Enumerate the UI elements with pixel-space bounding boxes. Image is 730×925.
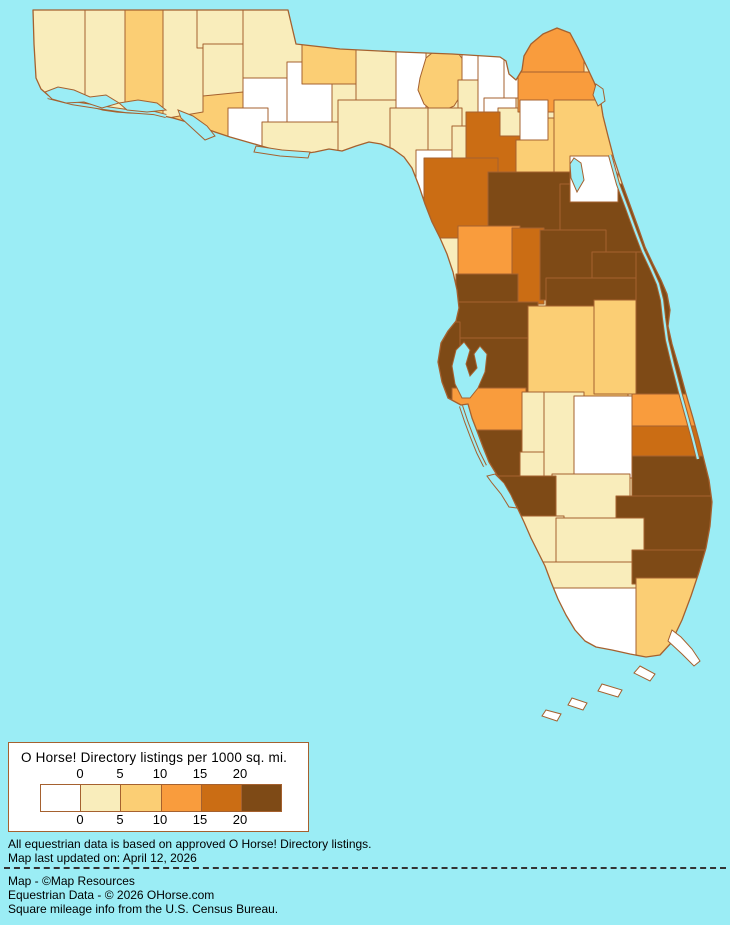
county-citrus: [457, 225, 521, 277]
gulf-lagoon-water: [459, 405, 486, 467]
legend-cell-5-10: [120, 785, 161, 811]
county-monroe: [537, 587, 643, 657]
legend-tick-label: 10: [152, 766, 168, 781]
legend-tick-label: 15: [192, 766, 208, 781]
legend-cell-0-5: [80, 785, 121, 811]
charlotte-harbor: [486, 473, 518, 509]
county-brevard: [635, 251, 707, 397]
county-franklin: [261, 121, 341, 167]
county-nassau: [517, 10, 585, 77]
legend-tick-label: 10: [152, 812, 168, 827]
key-largo-island: [667, 629, 701, 667]
legend-color-bar: [40, 784, 282, 812]
florida-keys: [541, 629, 701, 722]
legend-tick-label: 0: [76, 812, 84, 827]
legend-tick-label: 15: [192, 812, 208, 827]
legend-tick-label: 5: [116, 812, 124, 827]
legend-tick-label: 5: [116, 766, 124, 781]
attribution-data: Equestrian Data - © 2026 OHorse.com: [8, 888, 215, 902]
attribution-census: Square mileage info from the U.S. Census…: [8, 902, 279, 916]
big-pine-island: [567, 697, 588, 711]
county-washington: [202, 43, 244, 99]
atlantic-lagoon-water: [608, 154, 700, 460]
county-gadsden: [301, 10, 357, 85]
county-hendry: [555, 517, 645, 567]
county-escambia: [33, 10, 86, 133]
county-martin: [631, 455, 712, 501]
county-hernando: [455, 273, 519, 307]
choctawhatchee-bay: [117, 99, 168, 113]
legend-cell-15-20: [200, 785, 241, 811]
legend: O Horse! Directory listings per 1000 sq.…: [8, 742, 309, 832]
county-layer: [33, 10, 712, 657]
legend-ticks-bottom: 0 5 10 15 20: [9, 812, 308, 827]
footnote-data-source: All equestrian data is based on approved…: [8, 837, 372, 851]
tampa-bay: [451, 341, 488, 399]
legend-cell-20+: [240, 785, 282, 811]
legend-tick-label: 20: [232, 812, 248, 827]
st-andrews-bay: [177, 109, 216, 141]
legend-tick-label: 20: [232, 766, 248, 781]
attribution-map: Map - ©Map Resources: [8, 874, 135, 888]
apalachicola-bay: [253, 145, 311, 159]
legend-cell-0: [41, 785, 81, 811]
footnote-last-updated: Map last updated on: April 12, 2026: [8, 851, 197, 865]
legend-tick-label: 0: [76, 766, 84, 781]
lake-george: [569, 157, 585, 194]
legend-ticks-top: 0 5 10 15 20: [9, 766, 308, 781]
key-west-island: [541, 709, 562, 722]
bays-and-rivers: [44, 83, 606, 509]
dashed-divider: [4, 867, 726, 869]
islamorada-island: [633, 665, 656, 682]
marathon-island: [597, 683, 623, 698]
legend-cell-10-15: [160, 785, 201, 811]
county-holmes: [196, 10, 244, 49]
florida-county-map: [32, 9, 713, 722]
st-johns-river: [592, 83, 606, 107]
legend-title: O Horse! Directory listings per 1000 sq.…: [21, 750, 288, 765]
